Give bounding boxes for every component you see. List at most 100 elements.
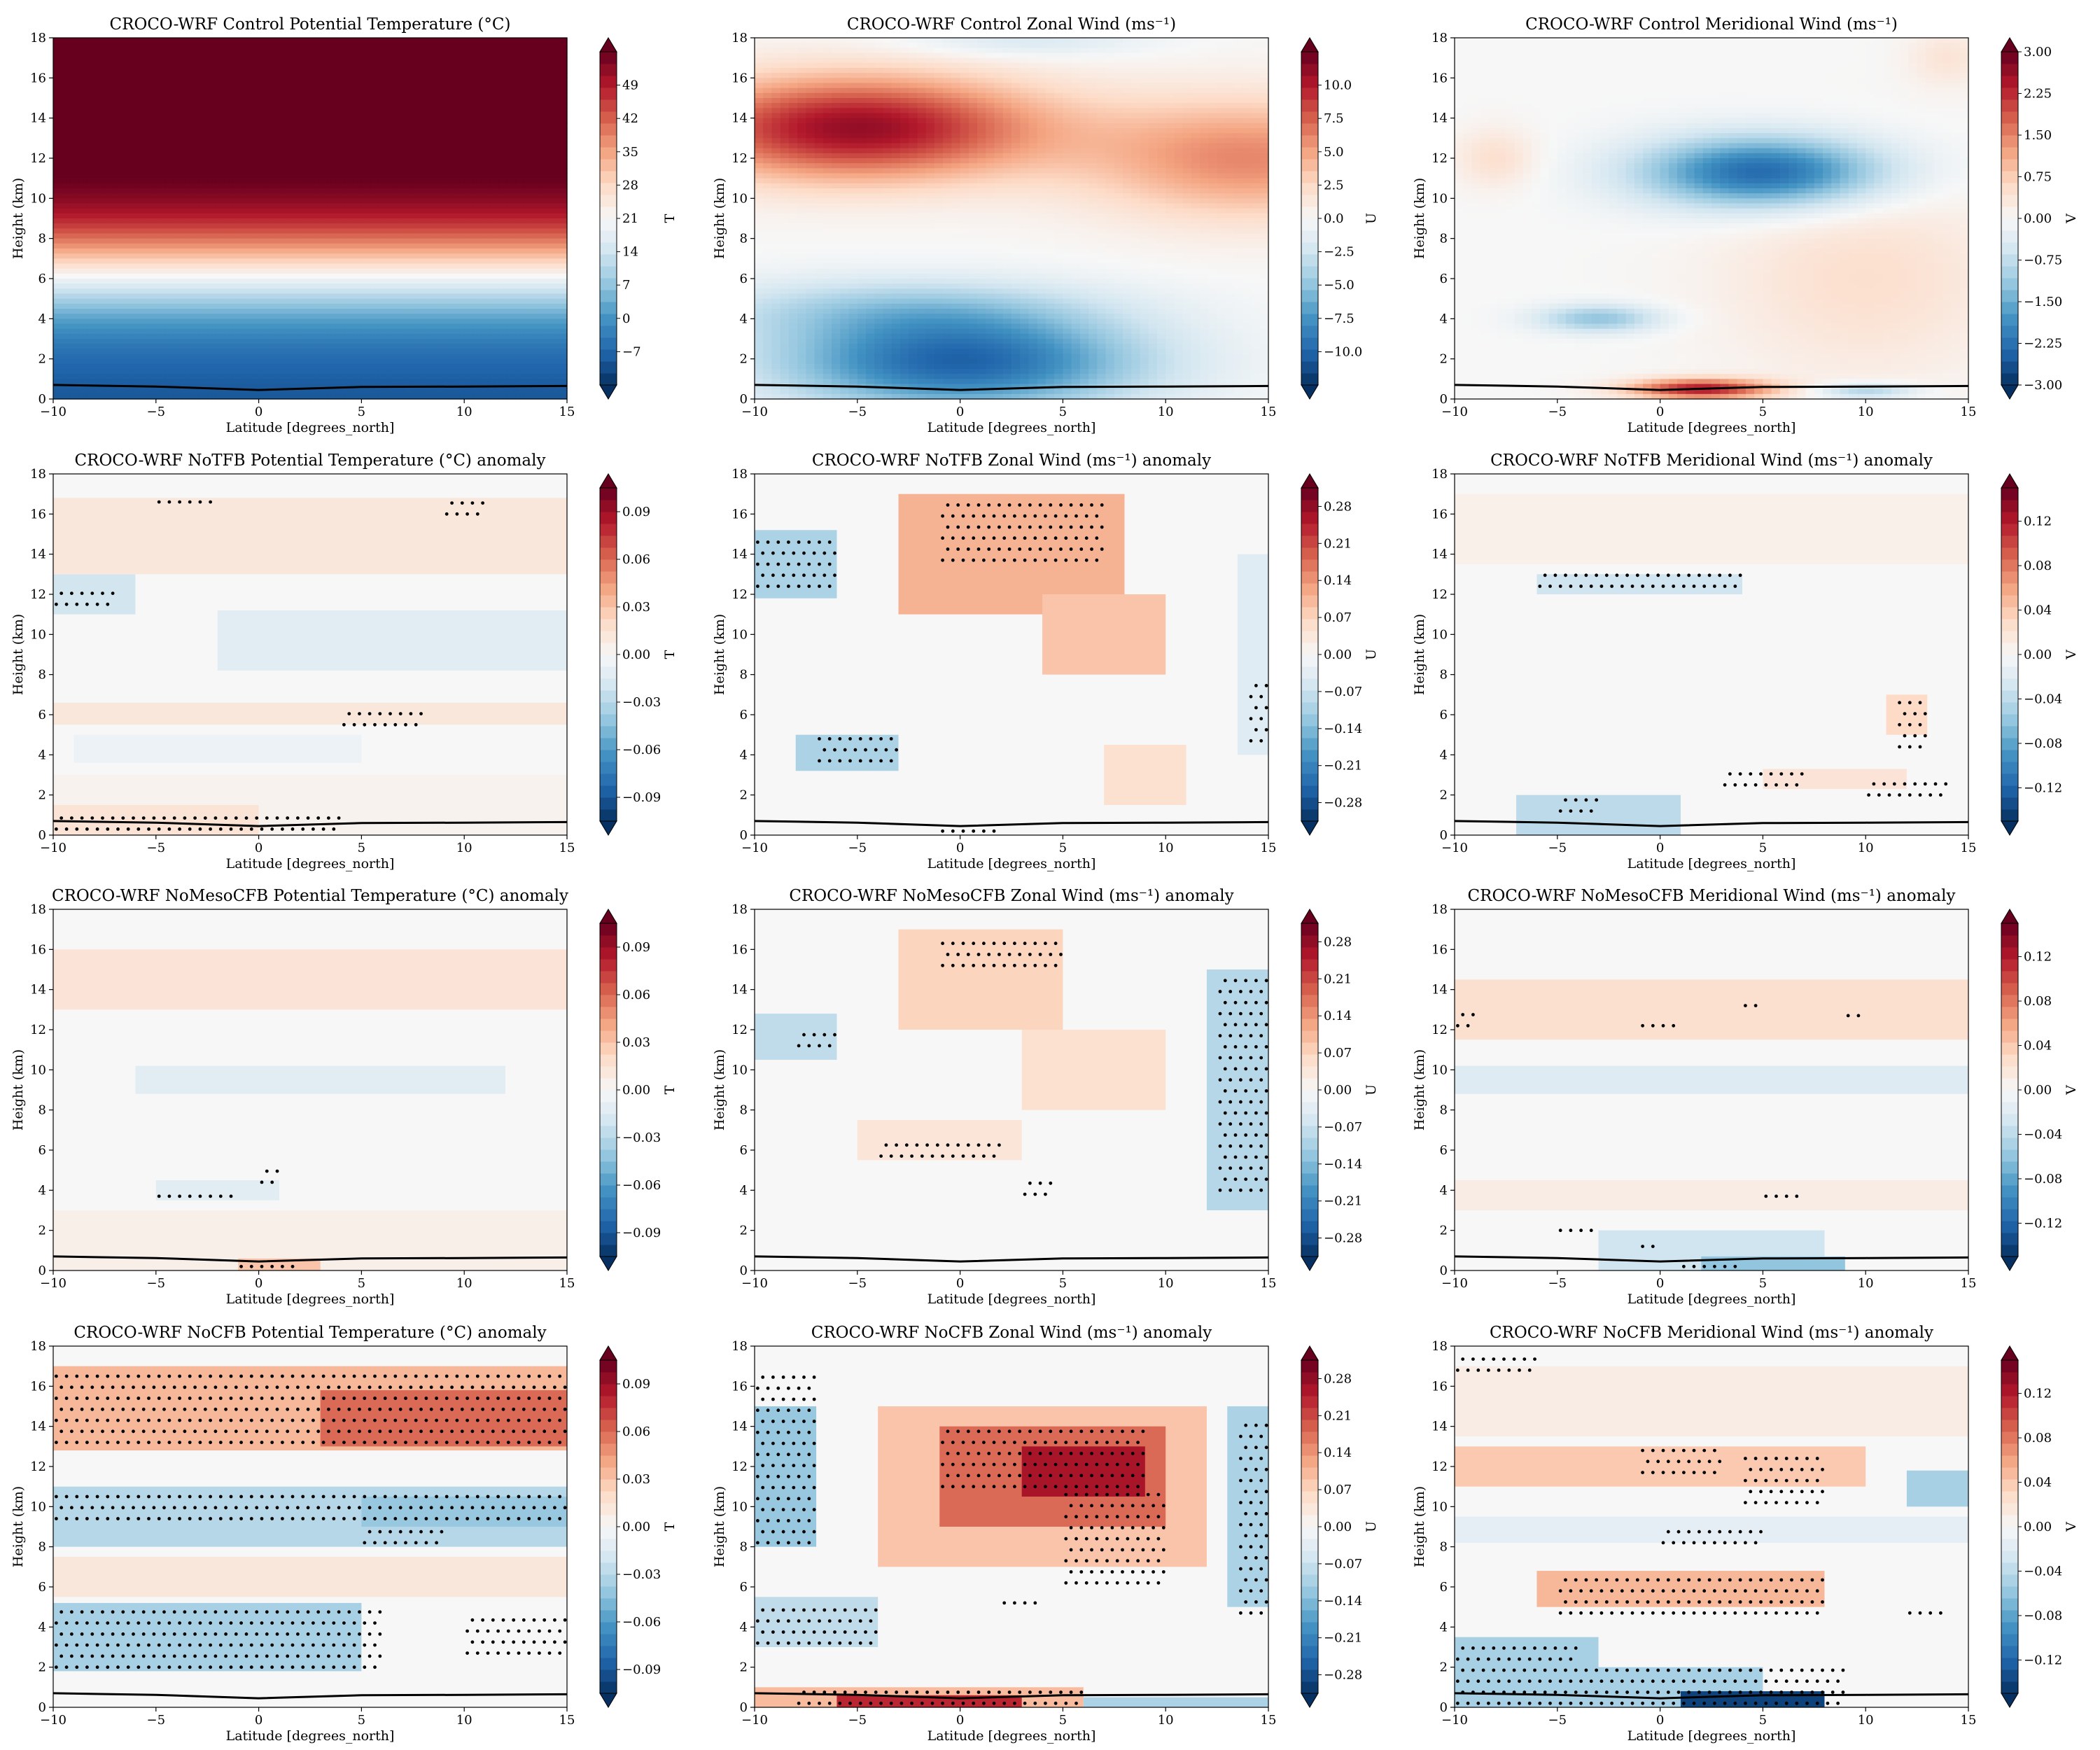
- field-cell: [763, 314, 772, 319]
- field-cell: [507, 138, 516, 144]
- field-cell: [559, 73, 568, 78]
- field-cell: [370, 369, 379, 374]
- field-cell: [276, 193, 285, 199]
- field-cell: [507, 288, 516, 294]
- field-cell: [156, 239, 165, 244]
- field-cell: [182, 168, 191, 174]
- field-cell: [293, 339, 302, 344]
- field-cell: [396, 294, 405, 300]
- field-cell: [439, 223, 448, 229]
- field-cell: [122, 209, 131, 214]
- field-cell: [284, 113, 293, 119]
- field-cell: [559, 158, 568, 164]
- field-cell: [182, 284, 191, 289]
- field-cell: [216, 318, 225, 324]
- field-cell: [353, 204, 362, 209]
- field-cell: [421, 183, 430, 189]
- field-cell: [293, 264, 302, 270]
- field-cell: [541, 309, 550, 314]
- field-cell: [516, 274, 525, 279]
- field-cell: [79, 309, 88, 314]
- field-cell: [396, 93, 405, 99]
- field-cell: [456, 244, 465, 249]
- field-cell: [763, 168, 772, 174]
- field-cell: [113, 324, 122, 330]
- field-cell: [310, 153, 319, 159]
- field-cell: [182, 133, 191, 139]
- field-cell: [797, 318, 806, 324]
- field-cell: [763, 148, 772, 154]
- field-cell: [241, 364, 251, 370]
- field-cell: [199, 288, 208, 294]
- field-cell: [353, 334, 362, 340]
- field-cell: [498, 38, 507, 43]
- field-cell: [396, 83, 405, 89]
- field-cell: [276, 214, 285, 219]
- field-cell: [79, 349, 88, 354]
- field-cell: [207, 309, 216, 314]
- field-cell: [53, 178, 62, 184]
- field-cell: [524, 228, 533, 234]
- field-cell: [490, 339, 499, 344]
- field-cell: [318, 174, 328, 179]
- field-cell: [199, 369, 208, 374]
- field-cell: [447, 244, 456, 249]
- field-cell: [797, 354, 806, 360]
- field-cell: [156, 188, 165, 194]
- field-cell: [250, 158, 259, 164]
- field-cell: [130, 123, 139, 129]
- field-cell: [507, 153, 516, 159]
- field-cell: [122, 269, 131, 274]
- field-cell: [233, 334, 242, 340]
- field-cell: [439, 38, 448, 43]
- field-cell: [88, 354, 97, 360]
- field-cell: [164, 223, 174, 229]
- field-cell: [763, 364, 772, 370]
- field-cell: [113, 163, 122, 169]
- field-cell: [516, 53, 525, 59]
- field-cell: [447, 228, 456, 234]
- field-cell: [241, 178, 251, 184]
- field-cell: [550, 218, 559, 224]
- field-cell: [113, 218, 122, 224]
- field-cell: [490, 198, 499, 204]
- field-cell: [507, 193, 516, 199]
- field-cell: [447, 158, 456, 164]
- field-cell: [516, 83, 525, 89]
- field-cell: [823, 63, 832, 69]
- field-cell: [130, 369, 139, 374]
- field-cell: [413, 78, 422, 83]
- field-cell: [370, 274, 379, 279]
- field-cell: [370, 324, 379, 330]
- field-cell: [96, 349, 105, 354]
- field-cell: [763, 269, 772, 274]
- field-cell: [130, 379, 139, 384]
- field-cell: [225, 204, 234, 209]
- field-cell: [284, 178, 293, 184]
- field-cell: [216, 158, 225, 164]
- field-cell: [88, 258, 97, 264]
- field-cell: [815, 239, 824, 244]
- field-cell: [379, 168, 388, 174]
- field-cell: [405, 299, 414, 304]
- field-cell: [216, 309, 225, 314]
- field-cell: [113, 158, 122, 164]
- field-cell: [139, 344, 148, 349]
- field-cell: [104, 239, 113, 244]
- field-cell: [182, 103, 191, 108]
- field-cell: [310, 304, 319, 309]
- field-cell: [507, 264, 516, 270]
- field-cell: [806, 284, 815, 289]
- field-cell: [797, 214, 806, 219]
- field-cell: [806, 138, 815, 144]
- field-cell: [439, 253, 448, 259]
- field-cell: [780, 73, 790, 78]
- field-cell: [293, 364, 302, 370]
- field-cell: [361, 309, 370, 314]
- field-cell: [464, 234, 473, 239]
- field-cell: [482, 269, 491, 274]
- field-cell: [259, 288, 268, 294]
- field-cell: [241, 318, 251, 324]
- field-cell: [541, 258, 550, 264]
- field-cell: [96, 178, 105, 184]
